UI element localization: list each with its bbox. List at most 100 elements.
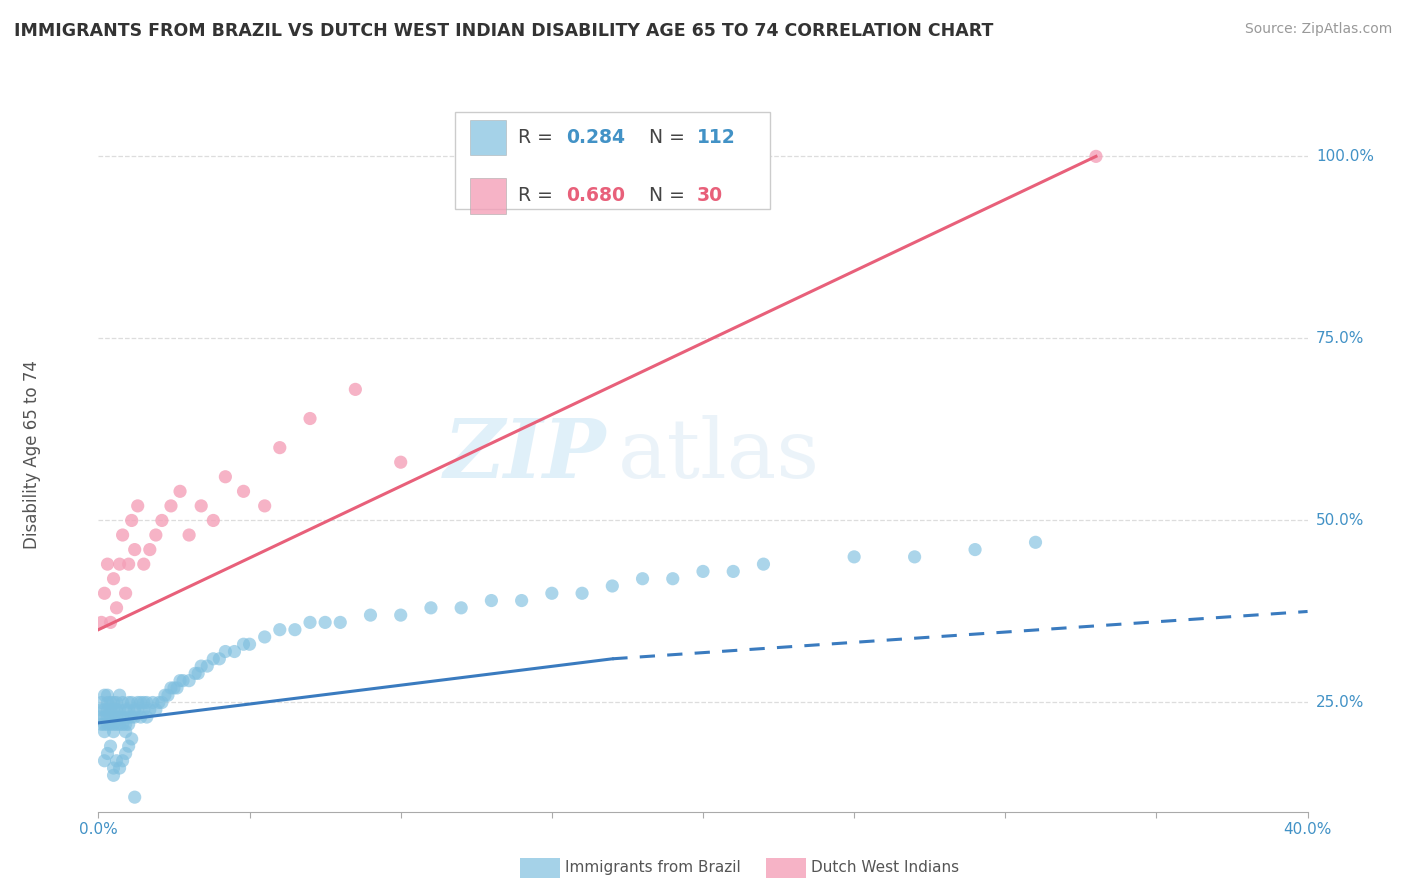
Point [214,469,236,483]
Point [1085,149,1108,163]
Point [224,644,246,658]
Point [132,703,155,717]
Point [118,557,141,571]
Point [187,666,209,681]
Point [105,717,128,731]
Text: 0.284: 0.284 [567,128,626,147]
Point [172,673,194,688]
Point [269,441,291,455]
Point [93,703,115,717]
Point [100,739,122,754]
Point [127,703,149,717]
Point [111,696,134,710]
Text: N =: N = [648,128,690,147]
Text: Immigrants from Brazil: Immigrants from Brazil [565,860,741,874]
Point [93,710,115,724]
Point [540,586,562,600]
Point [108,703,131,717]
Point [329,615,352,630]
Point [510,593,533,607]
Point [145,703,167,717]
Point [135,710,157,724]
Point [692,565,714,579]
Point [103,572,125,586]
Point [100,710,122,724]
Text: 75.0%: 75.0% [1316,331,1364,346]
Point [602,579,624,593]
Text: 30: 30 [697,186,723,205]
Point [118,739,141,754]
Point [299,411,322,425]
Point [153,688,176,702]
Point [103,696,125,710]
Point [103,761,125,775]
Point [163,681,186,695]
Point [105,754,128,768]
Point [96,710,118,724]
Point [344,383,367,397]
Point [177,528,201,542]
Point [124,703,146,717]
Point [96,703,118,717]
Point [111,717,134,731]
Point [177,673,201,688]
Point [127,499,149,513]
Point [124,542,146,557]
Point [150,513,173,527]
Point [121,710,143,724]
Point [129,710,152,724]
Point [118,703,141,717]
Point [160,681,183,695]
Point [232,484,254,499]
Point [965,542,987,557]
Point [389,455,412,469]
Point [631,572,654,586]
Point [108,557,131,571]
Point [118,710,141,724]
Point [90,696,112,710]
Point [90,717,112,731]
Point [253,630,276,644]
Point [103,768,125,782]
Text: Disability Age 65 to 74: Disability Age 65 to 74 [22,360,41,549]
Text: IMMIGRANTS FROM BRAZIL VS DUTCH WEST INDIAN DISABILITY AGE 65 TO 74 CORRELATION : IMMIGRANTS FROM BRAZIL VS DUTCH WEST IND… [14,22,994,40]
Point [121,696,143,710]
Point [118,717,141,731]
Point [752,557,775,571]
Point [419,600,441,615]
Point [169,673,191,688]
Point [450,600,472,615]
Point [96,557,118,571]
Point [721,565,744,579]
Point [239,637,262,651]
Point [132,696,155,710]
Point [284,623,307,637]
Point [184,666,207,681]
Point [1024,535,1046,549]
Point [127,696,149,710]
Point [142,696,165,710]
Point [89,710,111,724]
Point [114,724,136,739]
Point [202,652,225,666]
Point [661,572,683,586]
Point [111,710,134,724]
Point [121,731,143,746]
Point [169,484,191,499]
Point [135,696,157,710]
Text: Dutch West Indians: Dutch West Indians [811,860,959,874]
Point [103,710,125,724]
Point [93,688,115,702]
Point [166,681,188,695]
Point [124,710,146,724]
Point [208,652,231,666]
Point [105,710,128,724]
Point [96,717,118,731]
Point [299,615,322,630]
Point [360,608,382,623]
Bar [470,120,506,155]
Point [571,586,593,600]
Point [156,688,179,702]
Point [114,717,136,731]
Point [111,528,134,542]
